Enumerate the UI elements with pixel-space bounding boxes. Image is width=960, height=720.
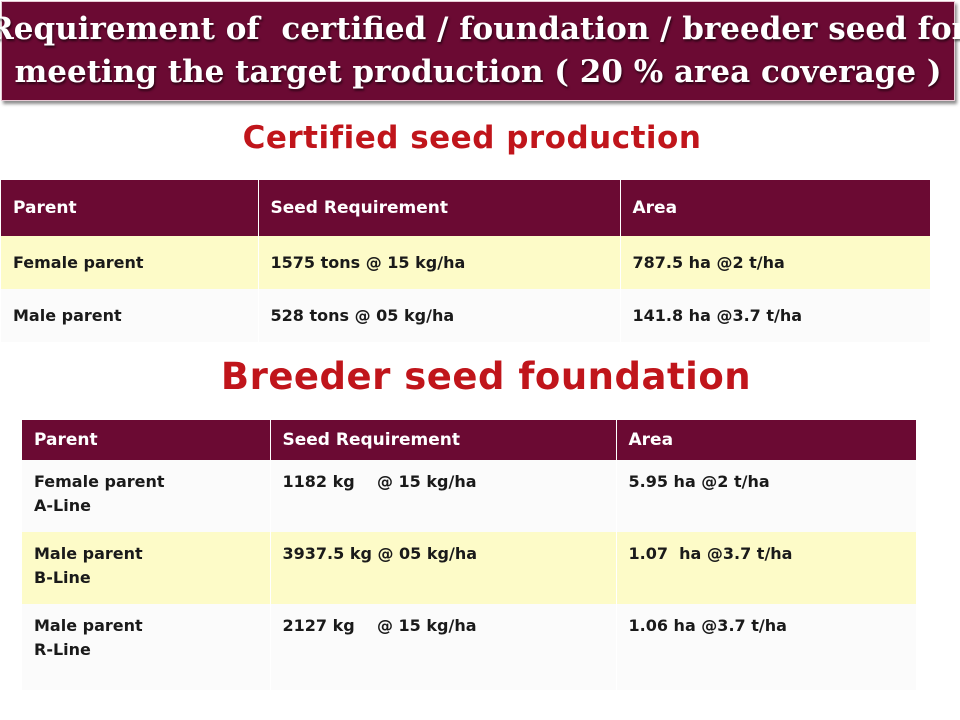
breeder-seed-heading: Breeder seed foundation <box>220 355 752 398</box>
breeder-seed-table: Parent Seed Requirement Area Female pare… <box>22 420 916 690</box>
table-row: Male parent 528 tons @ 05 kg/ha 141.8 ha… <box>1 289 930 342</box>
table-row: Male parent R-Line 2127 kg @ 15 kg/ha 1.… <box>22 604 916 690</box>
title-line-2: meeting the target production ( 20 % are… <box>14 54 942 90</box>
parent-name: Male parent <box>13 306 122 325</box>
column-header-area: Area <box>620 180 930 236</box>
slide-title: Requirement of certified / foundation / … <box>0 8 960 94</box>
certified-seed-heading: Certified seed production <box>242 120 702 156</box>
parent-cell: Female parent <box>1 236 259 289</box>
area-value: 5.95 ha @2 t/ha <box>628 472 770 491</box>
certified-seed-table: Parent Seed Requirement Area Female pare… <box>1 180 930 342</box>
seed-requirement-value: 3937.5 kg @ 05 kg/ha <box>282 544 478 563</box>
parent-cell: Female parent A-Line <box>22 460 271 532</box>
title-line-1: Requirement of certified / foundation / … <box>0 11 960 47</box>
column-header-seed-requirement: Seed Requirement <box>270 420 617 460</box>
table-row: Female parent A-Line 1182 kg @ 15 kg/ha … <box>22 460 916 532</box>
column-header-area: Area <box>616 420 916 460</box>
table-header-row: Parent Seed Requirement Area <box>1 180 930 236</box>
parent-name: Male parent <box>34 544 143 563</box>
seed-requirement-cell: 1575 tons @ 15 kg/ha <box>258 236 621 289</box>
column-header-parent: Parent <box>22 420 271 460</box>
area-cell: 141.8 ha @3.7 t/ha <box>620 289 930 342</box>
area-cell: 787.5 ha @2 t/ha <box>620 236 930 289</box>
seed-requirement-cell: 3937.5 kg @ 05 kg/ha <box>270 532 617 604</box>
table-row: Female parent 1575 tons @ 15 kg/ha 787.5… <box>1 236 930 289</box>
area-cell: 1.06 ha @3.7 t/ha <box>616 604 916 690</box>
parent-cell: Male parent <box>1 289 259 342</box>
seed-requirement-value: 2127 kg @ 15 kg/ha <box>282 616 477 635</box>
column-header-seed-requirement: Seed Requirement <box>258 180 621 236</box>
parent-cell: Male parent B-Line <box>22 532 271 604</box>
area-value: 1.06 ha @3.7 t/ha <box>628 616 787 635</box>
area-cell: 1.07 ha @3.7 t/ha <box>616 532 916 604</box>
area-value: 1.07 ha @3.7 t/ha <box>628 544 793 563</box>
parent-name: Male parent <box>34 616 143 635</box>
parent-line-type: B-Line <box>34 568 91 587</box>
seed-requirement-cell: 2127 kg @ 15 kg/ha <box>270 604 617 690</box>
parent-cell: Male parent R-Line <box>22 604 271 690</box>
parent-name: Female parent <box>34 472 165 491</box>
seed-requirement-value: 1182 kg @ 15 kg/ha <box>282 472 477 491</box>
parent-line-type: R-Line <box>34 640 91 659</box>
area-cell: 5.95 ha @2 t/ha <box>616 460 916 532</box>
table-header-row: Parent Seed Requirement Area <box>22 420 916 460</box>
parent-line-type: A-Line <box>34 496 91 515</box>
seed-requirement-cell: 528 tons @ 05 kg/ha <box>258 289 621 342</box>
table-row: Male parent B-Line 3937.5 kg @ 05 kg/ha … <box>22 532 916 604</box>
column-header-parent: Parent <box>1 180 259 236</box>
parent-name: Female parent <box>13 253 144 272</box>
seed-requirement-cell: 1182 kg @ 15 kg/ha <box>270 460 617 532</box>
title-banner: Requirement of certified / foundation / … <box>0 1 960 101</box>
